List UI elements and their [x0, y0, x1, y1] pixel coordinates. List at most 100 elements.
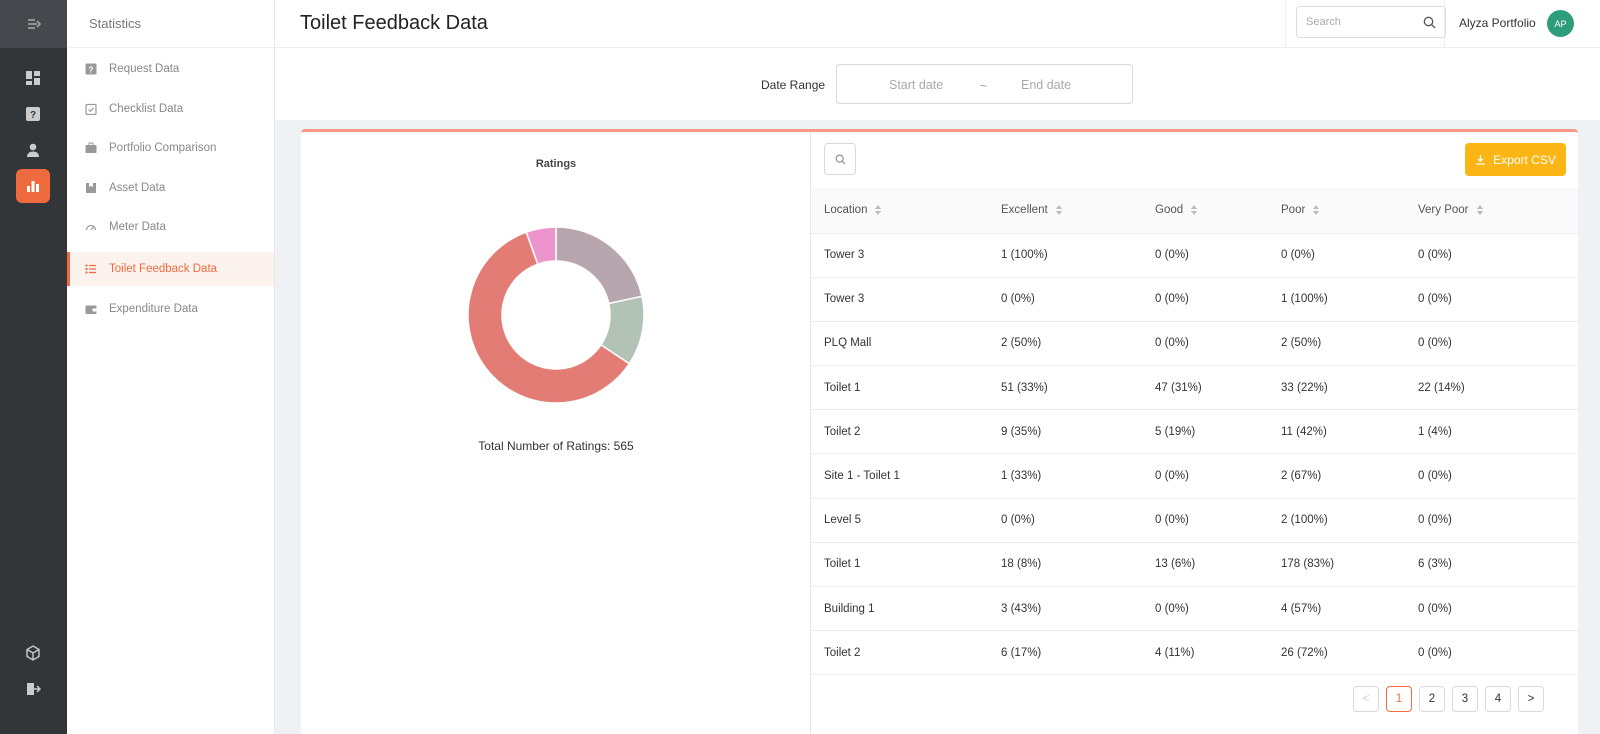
cell-good: 47 (31%) [1142, 365, 1268, 411]
pagination-page-3[interactable]: 3 [1452, 686, 1478, 712]
cell-excellent: 2 (50%) [988, 321, 1142, 367]
sort-icon[interactable] [1055, 204, 1063, 216]
checklist-icon [85, 103, 97, 115]
cell-poor: 4 (57%) [1268, 586, 1405, 632]
ratings-donut-chart [467, 226, 645, 404]
column-header-label: Location [824, 204, 868, 217]
cell-poor: 33 (22%) [1268, 365, 1405, 411]
subnav-title: Statistics [67, 0, 274, 48]
rail-dashboard-button[interactable] [16, 61, 50, 95]
help-box-icon: ? [85, 63, 97, 75]
table-search-button[interactable] [824, 143, 856, 175]
page-title: Toilet Feedback Data [300, 12, 488, 34]
pagination-next-button[interactable]: > [1518, 686, 1544, 712]
search-icon [835, 154, 846, 165]
cell-excellent: 51 (33%) [988, 365, 1142, 411]
user-name[interactable]: Alyza Portfolio [1459, 16, 1536, 30]
date-range-separator: ~ [980, 79, 988, 93]
statistics-subnav: Statistics ? Request Data Checklist Data… [67, 0, 275, 734]
user-icon [27, 143, 39, 157]
asset-icon [85, 182, 97, 194]
subnav-item-asset-data[interactable]: Asset Data [67, 171, 274, 205]
cell-location: Building 1 [811, 586, 988, 632]
table-header-row: Location Excellent Good Poor Very Poor [811, 188, 1578, 234]
end-date-input[interactable]: End date [1021, 78, 1072, 92]
table-row: Toilet 1 18 (8%) 13 (6%) 178 (83%) 6 (3%) [811, 542, 1578, 588]
column-header-location[interactable]: Location [811, 188, 988, 234]
chart-title: Ratings [535, 158, 577, 170]
donut-slice-poor[interactable] [467, 231, 631, 404]
cell-poor: 26 (72%) [1268, 630, 1405, 676]
pagination-page-4[interactable]: 4 [1485, 686, 1511, 712]
donut-slice-very-poor[interactable] [525, 226, 557, 266]
avatar[interactable]: AP [1547, 10, 1574, 37]
menu-toggle-button[interactable] [0, 0, 67, 48]
cell-location: Toilet 1 [811, 365, 988, 411]
svg-text:?: ? [30, 110, 36, 121]
cell-good: 13 (6%) [1142, 542, 1268, 588]
pagination-page-1[interactable]: 1 [1386, 686, 1412, 712]
cell-location: Toilet 1 [811, 542, 988, 588]
search-input[interactable] [1306, 16, 1421, 28]
wallet-icon [85, 303, 97, 315]
cell-excellent: 3 (43%) [988, 586, 1142, 632]
sort-icon[interactable] [1191, 204, 1198, 216]
subnav-item-portfolio-comparison[interactable]: Portfolio Comparison [67, 131, 274, 165]
feedback-card: Ratings Total Number of Ratings: 565 Exp… [301, 129, 1578, 734]
column-header-label: Good [1155, 204, 1184, 217]
meter-gauge-icon [85, 221, 97, 233]
cell-good: 0 (0%) [1142, 277, 1268, 322]
cell-very-poor: 0 (0%) [1405, 453, 1578, 499]
subnav-item-expenditure-data[interactable]: Expenditure Data [67, 292, 274, 326]
rail-requests-button[interactable]: ? [16, 97, 50, 131]
rail-statistics-button[interactable] [16, 169, 50, 203]
cell-poor: 0 (0%) [1268, 233, 1405, 278]
subnav-item-label: Meter Data [109, 221, 166, 233]
date-range-bar: Date Range Start date ~ End date [275, 48, 1600, 120]
subnav-item-request-data[interactable]: ? Request Data [67, 52, 274, 86]
cell-excellent: 18 (8%) [988, 542, 1142, 588]
header-search-container [1285, 0, 1446, 48]
cell-location: Site 1 - Toilet 1 [811, 453, 988, 499]
rail-modules-button[interactable] [16, 636, 50, 670]
menu-collapse-icon [27, 19, 41, 29]
subnav-item-checklist-data[interactable]: Checklist Data [67, 92, 274, 126]
subnav-item-label: Portfolio Comparison [109, 142, 217, 154]
sort-icon[interactable] [875, 204, 882, 216]
cell-location: Tower 3 [811, 277, 988, 322]
column-header-good[interactable]: Good [1142, 188, 1268, 234]
cell-very-poor: 6 (3%) [1405, 542, 1578, 588]
subnav-item-meter-data[interactable]: Meter Data [67, 210, 274, 244]
column-header-label: Excellent [1001, 204, 1048, 217]
cell-poor: 2 (100%) [1268, 498, 1405, 543]
start-date-input[interactable]: Start date [889, 78, 944, 92]
search-icon[interactable] [1423, 16, 1436, 29]
column-header-very-poor[interactable]: Very Poor [1405, 188, 1578, 234]
export-csv-button[interactable]: Export CSV [1465, 143, 1566, 176]
column-header-poor[interactable]: Poor [1268, 188, 1405, 234]
sort-icon[interactable] [1313, 204, 1320, 216]
rail-logout-button[interactable] [16, 672, 50, 706]
subnav-item-label: Toilet Feedback Data [109, 263, 218, 275]
list-icon [85, 263, 97, 275]
rail-users-button[interactable] [16, 133, 50, 167]
pagination-prev-button[interactable]: < [1353, 686, 1379, 712]
date-range-picker[interactable]: Start date ~ End date [836, 64, 1133, 104]
export-csv-label: Export CSV [1493, 152, 1556, 167]
column-header-excellent[interactable]: Excellent [988, 188, 1142, 234]
cell-location: Tower 3 [811, 233, 988, 278]
download-icon [1476, 155, 1486, 165]
cell-excellent: 9 (35%) [988, 409, 1142, 455]
donut-slice-excellent[interactable] [555, 226, 643, 305]
cell-poor: 11 (42%) [1268, 409, 1405, 455]
cell-very-poor: 0 (0%) [1405, 586, 1578, 632]
sort-icon[interactable] [1476, 204, 1484, 216]
pagination-page-2[interactable]: 2 [1419, 686, 1445, 712]
subnav-item-label: Checklist Data [109, 103, 184, 115]
subnav-item-toilet-feedback-data[interactable]: Toilet Feedback Data [67, 252, 274, 286]
chart-total-label: Total Number of Ratings: 565 [478, 439, 634, 453]
